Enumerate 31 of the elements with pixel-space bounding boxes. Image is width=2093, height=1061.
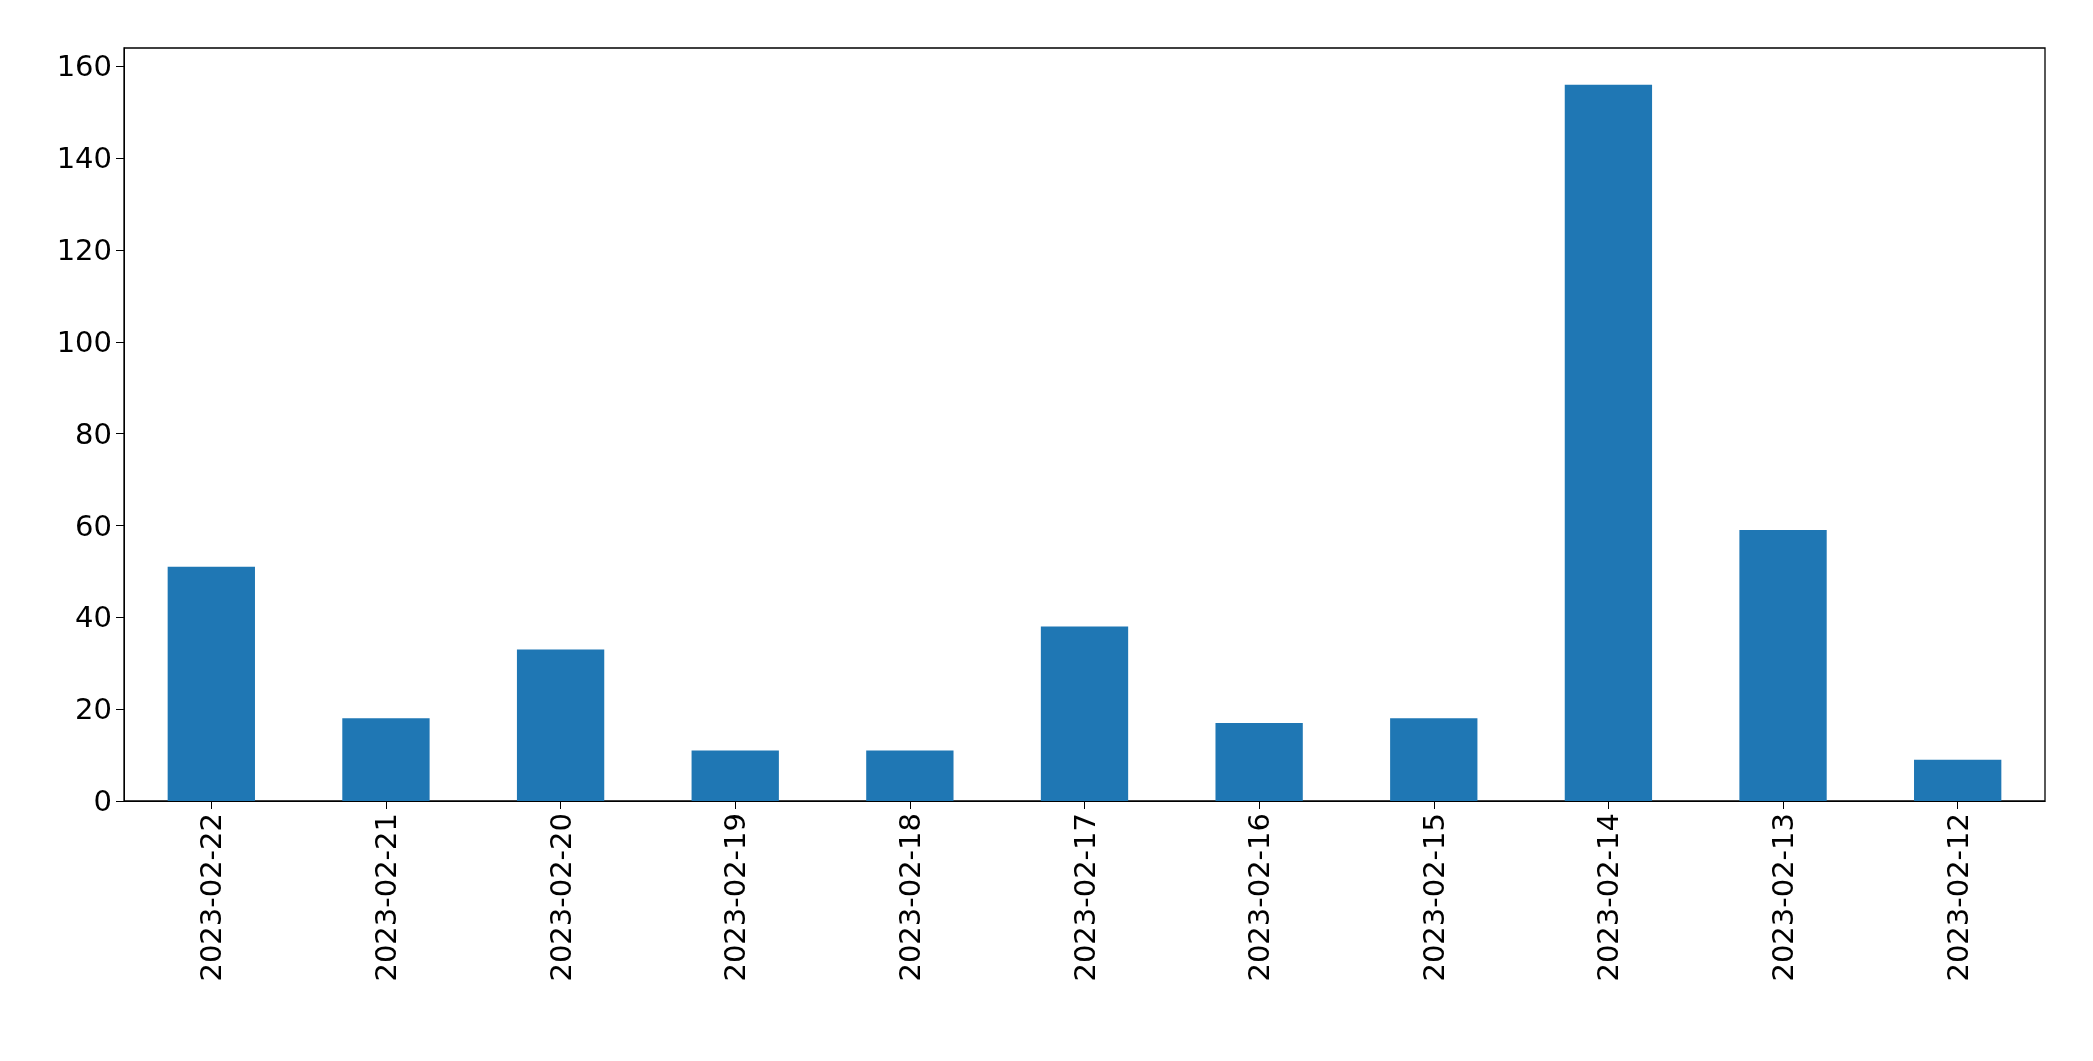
y-tick-label: 140 — [56, 141, 112, 176]
bar — [167, 566, 255, 801]
bar — [516, 649, 605, 801]
x-tick-label: 2023-02-20 — [543, 813, 578, 982]
bar — [1390, 718, 1478, 801]
y-tick-label: 100 — [56, 324, 112, 359]
x-tick-label: 2023-02-14 — [1591, 813, 1626, 982]
y-tick-label: 80 — [75, 416, 112, 451]
bar — [342, 718, 430, 801]
y-tick-label: 0 — [93, 784, 112, 818]
y-tick-label: 120 — [56, 233, 112, 268]
bar — [1739, 530, 1827, 801]
bar — [691, 750, 779, 801]
bar — [1040, 626, 1129, 801]
x-tick-label: 2023-02-18 — [892, 813, 927, 982]
x-tick-label: 2023-02-15 — [1416, 813, 1451, 982]
y-tick-label: 160 — [56, 49, 112, 84]
y-tick-label: 20 — [75, 692, 112, 727]
x-tick-label: 2023-02-21 — [368, 813, 403, 982]
bar — [1914, 759, 2002, 801]
x-tick-label: 2023-02-17 — [1067, 813, 1102, 982]
x-tick-label: 2023-02-22 — [194, 813, 229, 982]
y-tick-label: 40 — [75, 600, 112, 635]
x-tick-label: 2023-02-16 — [1242, 813, 1277, 982]
x-tick-label: 2023-02-19 — [718, 813, 753, 982]
x-tick-label: 2023-02-12 — [1940, 813, 1975, 982]
y-tick-label: 60 — [75, 508, 112, 543]
bar — [1215, 722, 1303, 801]
bar — [866, 750, 954, 801]
x-tick-label: 2023-02-13 — [1766, 813, 1801, 982]
bar — [1564, 84, 1653, 801]
